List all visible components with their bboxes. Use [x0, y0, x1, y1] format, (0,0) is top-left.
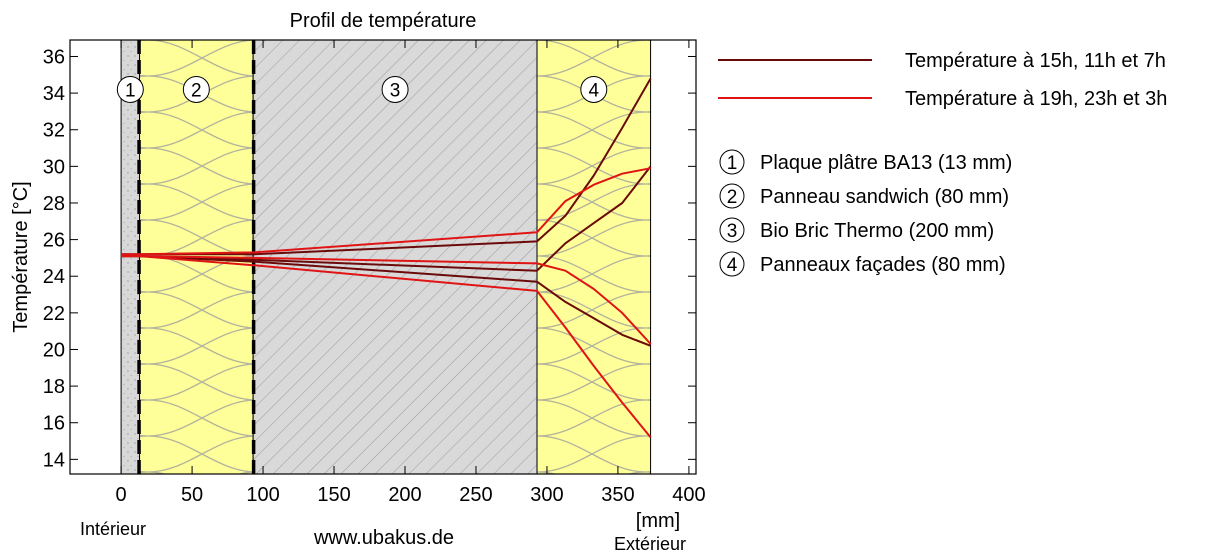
- y-tick-label: 32: [43, 120, 65, 142]
- layer-3-texture: [253, 40, 538, 474]
- x-tick-label: 250: [459, 484, 492, 506]
- x-tick-label: 400: [672, 484, 705, 506]
- layer-numbers: 1 2 3 4: [116, 75, 608, 103]
- legend-layer-3-number: 3: [727, 221, 738, 242]
- y-tick-label: 16: [43, 413, 65, 435]
- layer-2-number-circle: [182, 75, 210, 103]
- x-tick-label: 300: [530, 484, 563, 506]
- interior-label: Intérieur: [80, 519, 146, 539]
- series-2-line-2: [121, 255, 652, 345]
- legend-layer-4-number: 4: [727, 255, 738, 276]
- layer-1-number: 1: [125, 80, 136, 101]
- chart-title: Profil de température: [290, 10, 477, 32]
- layer-4-number: 4: [589, 80, 600, 101]
- legend-layer-4-circle: [719, 251, 745, 277]
- layer-3-number: 3: [390, 80, 401, 101]
- series-lines: [121, 78, 652, 439]
- y-tick-label: 22: [43, 303, 65, 325]
- x-tick-label: 50: [181, 484, 203, 506]
- legend-layer-3-label: Bio Bric Thermo (200 mm): [760, 220, 994, 242]
- x-axis-label: [mm]: [636, 510, 680, 532]
- legend-layer-1-circle: [719, 149, 745, 175]
- y-tick-label: 30: [43, 156, 65, 178]
- legend-label-1: Température à 15h, 11h et 7h: [905, 50, 1166, 72]
- layer-4-number-circle: [580, 75, 608, 103]
- legend-layer-2-label: Panneau sandwich (80 mm): [760, 186, 1009, 208]
- wall-layers: [120, 40, 652, 474]
- exterior-label: Extérieur: [614, 534, 686, 553]
- x-tick-label: 200: [388, 484, 421, 506]
- y-tick-label: 20: [43, 339, 65, 361]
- y-tick-label: 34: [43, 83, 65, 105]
- legend-layer-1-label: Plaque plâtre BA13 (13 mm): [760, 152, 1012, 174]
- legend-layer-1-number: 1: [727, 153, 738, 174]
- layer-4-texture: [537, 40, 651, 474]
- y-axis-label: Température [°C]: [10, 181, 32, 332]
- x-tick-label: 350: [601, 484, 634, 506]
- layer-3-number-circle: [381, 75, 409, 103]
- website-label: www.ubakus.de: [313, 527, 454, 549]
- y-tick-label: 24: [43, 266, 65, 288]
- y-tick-label: 18: [43, 376, 65, 398]
- legend-layer-3-circle: [719, 217, 745, 243]
- plot-frame: [69, 39, 697, 475]
- legend-layer-4-label: Panneaux façades (80 mm): [760, 254, 1006, 276]
- legend: Température à 15h, 11h et 7h Température …: [718, 50, 1167, 277]
- legend-layer-2-number: 2: [727, 187, 738, 208]
- x-axis: 0 50 100 150 200 250 300 350 400: [116, 40, 706, 506]
- y-tick-label: 28: [43, 193, 65, 215]
- legend-label-2: Température à 19h, 23h et 3h: [905, 88, 1167, 110]
- x-tick-label: 150: [317, 484, 350, 506]
- x-tick-label: 100: [246, 484, 279, 506]
- layer-2-number: 2: [191, 80, 202, 101]
- x-tick-label: 0: [116, 484, 127, 506]
- y-tick-label: 26: [43, 230, 65, 252]
- series-2-line-3: [121, 255, 652, 439]
- y-tick-label: 14: [43, 449, 65, 471]
- series-2-line-1: [121, 167, 651, 256]
- legend-layer-2-circle: [719, 183, 745, 209]
- layer-1-number-circle: [116, 75, 144, 103]
- y-tick-label: 36: [43, 46, 65, 68]
